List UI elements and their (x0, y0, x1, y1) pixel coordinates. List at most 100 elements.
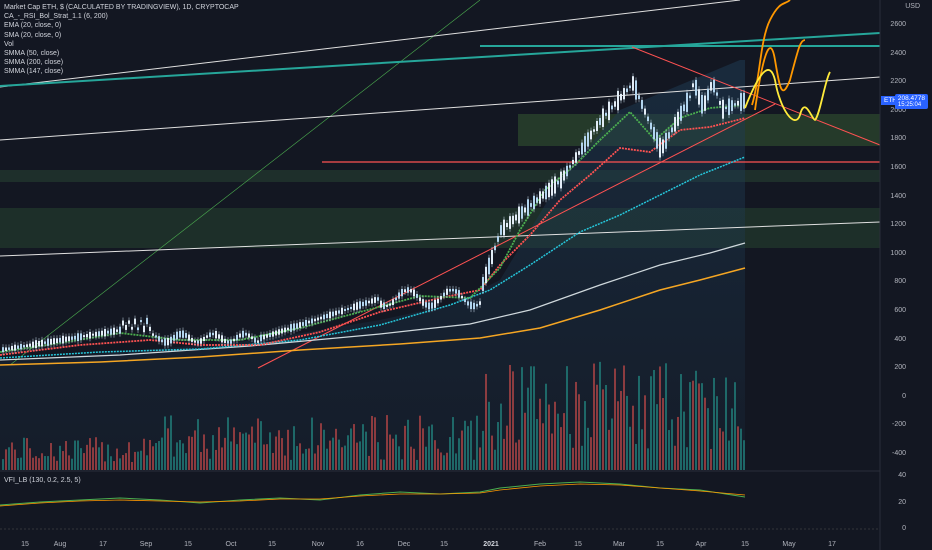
volume-bar (446, 452, 448, 470)
volume-bar (539, 398, 541, 470)
legend-vol[interactable]: Vol (4, 40, 14, 48)
volume-bar (17, 458, 19, 470)
volume-bar (344, 445, 346, 470)
white-channel-low (0, 221, 881, 257)
white-channel-top (0, 0, 741, 88)
vfi-signal-line (0, 483, 746, 507)
volume-bar (488, 401, 490, 470)
volume-bar (158, 441, 160, 470)
volume-bar (635, 443, 637, 470)
volume-bar (29, 448, 31, 470)
volume-bar (545, 383, 547, 470)
price-tick-label: 1000 (890, 249, 906, 257)
volume-bar (614, 368, 616, 470)
volume-bar (386, 415, 388, 470)
volume-bar (692, 380, 694, 470)
volume-bar (143, 438, 145, 470)
price-tick-label: 1800 (890, 135, 906, 143)
time-tick-label: 15 (268, 541, 276, 548)
volume-bar (725, 377, 727, 470)
volume-bar (467, 426, 469, 470)
volume-bar (551, 433, 553, 470)
volume-bar (332, 437, 334, 470)
volume-bar (290, 459, 292, 470)
chart-title: Market Cap ETH, $ (CALCULATED BY TRADING… (4, 4, 239, 11)
volume-bar (5, 449, 7, 470)
volume-bar (491, 435, 493, 470)
volume-bar (584, 401, 586, 470)
volume-bars (2, 361, 745, 470)
legend-rsi[interactable]: CA_-_RSI_Bol_Strat_1.1 (6, 200) (4, 13, 108, 21)
volume-bar (74, 440, 76, 470)
volume-bar (698, 383, 700, 470)
volume-bar (626, 395, 628, 470)
volume-bar (119, 458, 121, 470)
volume-bar (605, 384, 607, 470)
volume-bar (710, 448, 712, 470)
volume-bar (611, 418, 613, 470)
volume-bar (182, 443, 184, 470)
volume-bar (287, 429, 289, 470)
volume-bar (734, 382, 736, 470)
volume-bar (575, 381, 577, 470)
volume-bar (602, 389, 604, 470)
volume-bar (68, 455, 70, 470)
volume-bar (134, 451, 136, 470)
volume-bar (506, 425, 508, 470)
volume-bar (233, 427, 235, 470)
legend-smma200[interactable]: SMMA (200, close) (4, 59, 64, 67)
legend-sma[interactable]: SMA (20, close, 0) (4, 31, 62, 39)
volume-bar (650, 376, 652, 470)
smma-200-line (0, 267, 746, 366)
volume-bar (728, 440, 730, 470)
time-tick-label: 17 (99, 541, 107, 548)
volume-bar (497, 422, 499, 470)
volume-bar (593, 363, 595, 470)
volume-bar (53, 456, 55, 470)
volume-bar (275, 436, 277, 470)
volume-bar (677, 416, 679, 470)
volume-bar (476, 415, 478, 470)
volume-bar (86, 444, 88, 470)
volume-bar (374, 417, 376, 470)
volume-bar (278, 430, 280, 470)
volume-bar (560, 427, 562, 470)
volume-bar (383, 459, 385, 470)
volume-bar (500, 403, 502, 470)
volume-bar (668, 430, 670, 470)
time-tick-label: 15 (21, 541, 29, 548)
legend-ema[interactable]: EMA (20, close, 0) (4, 22, 62, 30)
volume-bar (662, 398, 664, 470)
volume-bar (179, 440, 181, 470)
volume-bar (185, 453, 187, 470)
volume-bar (206, 448, 208, 470)
volume-bar (38, 458, 40, 470)
volume-bar (659, 366, 661, 470)
time-tick-label: 15 (656, 541, 664, 548)
volume-bar (104, 461, 106, 470)
volume-bar (569, 434, 571, 470)
volume-bar (362, 424, 364, 470)
time-tick-label: 15 (574, 541, 582, 548)
legend-smma50[interactable]: SMMA (50, close) (4, 50, 60, 58)
volume-bar (197, 419, 199, 470)
volume-bar (23, 437, 25, 470)
volume-bar (101, 442, 103, 470)
volume-bar (62, 451, 64, 470)
volume-bar (149, 439, 151, 470)
volume-bar (452, 417, 454, 470)
volume-bar (218, 427, 220, 470)
volume-bar (632, 405, 634, 470)
volume-bar (371, 415, 373, 470)
price-tick-label: -200 (891, 421, 906, 429)
volume-bar (428, 426, 430, 470)
volume-bar (695, 370, 697, 470)
volume-bar (686, 447, 688, 470)
vfi-indicator-label[interactable]: VFI_LB (130, 0.2, 2.5, 5) (4, 477, 81, 484)
legend-smma147[interactable]: SMMA (147, close) (4, 68, 64, 76)
time-tick-label: Feb (533, 541, 547, 548)
volume-bar (566, 366, 568, 470)
volume-bar (227, 417, 229, 470)
volume-bar (131, 461, 133, 470)
